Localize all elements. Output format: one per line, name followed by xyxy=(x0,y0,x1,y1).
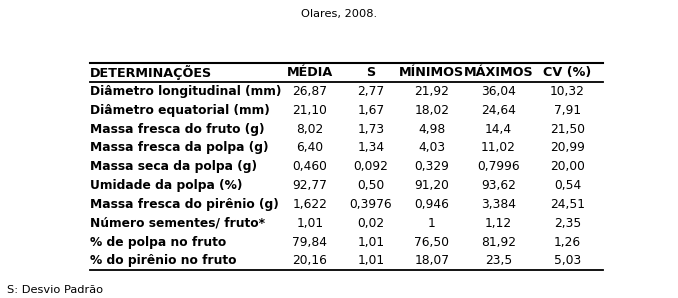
Text: 0,50: 0,50 xyxy=(357,179,384,192)
Text: % do pirênio no fruto: % do pirênio no fruto xyxy=(90,254,237,267)
Text: Umidade da polpa (%): Umidade da polpa (%) xyxy=(90,179,242,192)
Text: 1,01: 1,01 xyxy=(357,254,384,267)
Text: 0,329: 0,329 xyxy=(414,160,450,173)
Text: 23,5: 23,5 xyxy=(485,254,512,267)
Text: 1,34: 1,34 xyxy=(357,142,384,154)
Text: 5,03: 5,03 xyxy=(554,254,581,267)
Text: 21,10: 21,10 xyxy=(292,104,327,117)
Text: Massa fresca do pirênio (g): Massa fresca do pirênio (g) xyxy=(90,198,279,211)
Text: 36,04: 36,04 xyxy=(481,85,516,98)
Text: 0,946: 0,946 xyxy=(414,198,450,211)
Text: Diâmetro equatorial (mm): Diâmetro equatorial (mm) xyxy=(90,104,270,117)
Text: MÉDIA: MÉDIA xyxy=(287,66,333,79)
Text: 79,84: 79,84 xyxy=(292,235,327,249)
Text: 1,26: 1,26 xyxy=(554,235,581,249)
Text: 14,4: 14,4 xyxy=(485,123,512,136)
Text: 24,51: 24,51 xyxy=(550,198,585,211)
Text: Número sementes/ fruto*: Número sementes/ fruto* xyxy=(90,217,265,230)
Text: 2,77: 2,77 xyxy=(357,85,384,98)
Text: Massa seca da polpa (g): Massa seca da polpa (g) xyxy=(90,160,257,173)
Text: 0,092: 0,092 xyxy=(353,160,388,173)
Text: 24,64: 24,64 xyxy=(481,104,516,117)
Text: 1: 1 xyxy=(428,217,436,230)
Text: 4,03: 4,03 xyxy=(418,142,445,154)
Text: DETERMINAÇÕES: DETERMINAÇÕES xyxy=(90,65,212,80)
Text: Massa fresca do fruto (g): Massa fresca do fruto (g) xyxy=(90,123,264,136)
Text: 0,54: 0,54 xyxy=(554,179,581,192)
Text: 92,77: 92,77 xyxy=(292,179,327,192)
Text: 93,62: 93,62 xyxy=(481,179,516,192)
Text: S: Desvio Padrão: S: Desvio Padrão xyxy=(7,285,103,295)
Text: 1,622: 1,622 xyxy=(292,198,327,211)
Text: 76,50: 76,50 xyxy=(414,235,450,249)
Text: 2,35: 2,35 xyxy=(554,217,581,230)
Text: 3,384: 3,384 xyxy=(481,198,516,211)
Text: 1,01: 1,01 xyxy=(296,217,323,230)
Text: 1,73: 1,73 xyxy=(357,123,384,136)
Text: 10,32: 10,32 xyxy=(550,85,585,98)
Text: S: S xyxy=(366,66,376,79)
Text: 21,92: 21,92 xyxy=(414,85,450,98)
Text: 4,98: 4,98 xyxy=(418,123,445,136)
Text: 18,02: 18,02 xyxy=(414,104,450,117)
Text: Massa fresca da polpa (g): Massa fresca da polpa (g) xyxy=(90,142,268,154)
Text: 0,3976: 0,3976 xyxy=(350,198,392,211)
Text: 18,07: 18,07 xyxy=(414,254,450,267)
Text: 1,67: 1,67 xyxy=(357,104,384,117)
Text: 1,01: 1,01 xyxy=(357,235,384,249)
Text: 81,92: 81,92 xyxy=(481,235,516,249)
Text: MÍNIMOS: MÍNIMOS xyxy=(399,66,464,79)
Text: 11,02: 11,02 xyxy=(481,142,516,154)
Text: 0,02: 0,02 xyxy=(357,217,384,230)
Text: MÁXIMOS: MÁXIMOS xyxy=(464,66,534,79)
Text: 1,12: 1,12 xyxy=(485,217,512,230)
Text: 8,02: 8,02 xyxy=(296,123,323,136)
Text: 20,00: 20,00 xyxy=(550,160,585,173)
Text: 7,91: 7,91 xyxy=(554,104,581,117)
Text: 20,16: 20,16 xyxy=(292,254,327,267)
Text: 20,99: 20,99 xyxy=(550,142,585,154)
Text: 6,40: 6,40 xyxy=(296,142,323,154)
Text: 0,7996: 0,7996 xyxy=(477,160,520,173)
Text: % de polpa no fruto: % de polpa no fruto xyxy=(90,235,226,249)
Text: 26,87: 26,87 xyxy=(292,85,327,98)
Text: CV (%): CV (%) xyxy=(543,66,591,79)
Text: 91,20: 91,20 xyxy=(414,179,450,192)
Text: Diâmetro longitudinal (mm): Diâmetro longitudinal (mm) xyxy=(90,85,281,98)
Text: Olares, 2008.: Olares, 2008. xyxy=(301,9,377,19)
Text: 0,460: 0,460 xyxy=(292,160,327,173)
Text: 21,50: 21,50 xyxy=(550,123,585,136)
